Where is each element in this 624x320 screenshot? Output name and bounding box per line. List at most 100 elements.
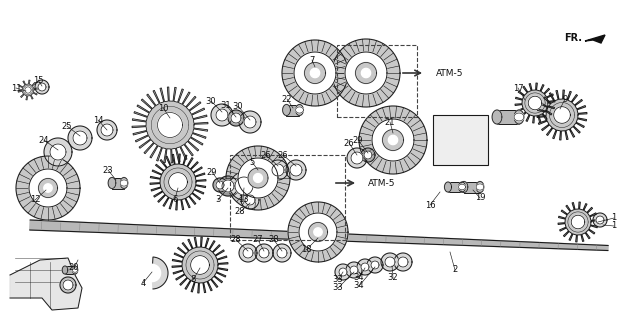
Polygon shape [68,126,92,150]
Polygon shape [72,266,78,274]
Polygon shape [211,104,233,126]
Text: 5: 5 [250,157,255,166]
Text: 23: 23 [103,165,114,174]
Text: 12: 12 [30,196,41,204]
Polygon shape [361,263,369,271]
Polygon shape [299,213,337,251]
Polygon shape [62,266,68,274]
Polygon shape [448,182,462,192]
Text: 1: 1 [612,213,617,222]
Text: 14: 14 [93,116,103,124]
Polygon shape [50,144,66,160]
Text: 21: 21 [385,117,395,126]
Polygon shape [558,202,598,242]
Text: 11: 11 [11,84,21,92]
Text: 28: 28 [231,236,241,244]
Polygon shape [73,131,87,145]
Text: 3: 3 [215,196,221,204]
Polygon shape [290,164,302,176]
Polygon shape [60,277,76,293]
Polygon shape [150,154,206,210]
Text: 17: 17 [513,84,524,92]
Text: 22: 22 [282,94,292,103]
Text: 28: 28 [235,207,245,217]
Polygon shape [296,105,303,116]
Text: ATM-5: ATM-5 [368,179,396,188]
Polygon shape [361,148,375,162]
Text: 30: 30 [233,101,243,110]
Text: FR.: FR. [564,33,582,43]
Text: 26: 26 [261,150,271,159]
Polygon shape [120,178,128,188]
Text: 24: 24 [39,135,49,145]
Text: 4: 4 [140,278,145,287]
Polygon shape [361,68,371,78]
Polygon shape [35,80,49,94]
Polygon shape [157,113,182,138]
Polygon shape [444,182,452,192]
Text: 29: 29 [353,135,363,145]
Polygon shape [63,280,73,290]
Polygon shape [191,256,210,274]
Polygon shape [213,178,227,192]
Text: 9: 9 [562,94,568,103]
Polygon shape [294,52,336,94]
Bar [433,115,488,165]
Polygon shape [277,248,287,258]
Polygon shape [239,111,261,133]
Polygon shape [282,40,348,106]
Text: 29: 29 [207,167,217,177]
Polygon shape [398,257,408,267]
Text: 2: 2 [452,266,457,275]
Text: 27: 27 [253,236,263,244]
Text: 7: 7 [310,55,314,65]
Text: 25: 25 [62,122,72,131]
Polygon shape [381,253,399,271]
Text: 18: 18 [301,245,311,254]
Polygon shape [132,87,208,163]
Polygon shape [259,248,269,258]
Text: 6: 6 [172,195,178,204]
Polygon shape [18,80,38,100]
Polygon shape [112,178,124,188]
Text: 15: 15 [32,76,43,84]
Polygon shape [296,107,303,113]
Polygon shape [226,146,290,210]
Polygon shape [394,253,412,271]
Text: 28: 28 [269,236,280,244]
Polygon shape [153,257,168,289]
Polygon shape [248,168,268,188]
Polygon shape [388,135,397,145]
Polygon shape [286,105,300,116]
Polygon shape [339,268,347,276]
Polygon shape [351,152,363,164]
Polygon shape [385,257,395,267]
Polygon shape [241,191,259,209]
Polygon shape [72,268,78,272]
Polygon shape [218,176,238,196]
Polygon shape [38,83,46,91]
Polygon shape [308,222,328,242]
Polygon shape [383,130,404,150]
Text: 33: 33 [333,276,343,284]
Polygon shape [514,113,524,121]
Polygon shape [283,105,290,116]
Polygon shape [356,62,376,84]
Polygon shape [228,110,244,126]
Polygon shape [216,181,224,189]
Text: 32: 32 [388,274,398,283]
Bar [230,155,345,240]
Polygon shape [459,184,466,190]
Text: 34: 34 [354,282,364,291]
Polygon shape [346,262,362,278]
Polygon shape [332,39,400,107]
Polygon shape [596,216,604,224]
Polygon shape [305,62,326,84]
Polygon shape [245,195,255,205]
Text: 19: 19 [475,194,485,203]
Polygon shape [239,244,257,262]
Polygon shape [172,237,228,293]
Polygon shape [314,228,322,236]
Polygon shape [120,180,128,186]
Polygon shape [231,113,241,123]
